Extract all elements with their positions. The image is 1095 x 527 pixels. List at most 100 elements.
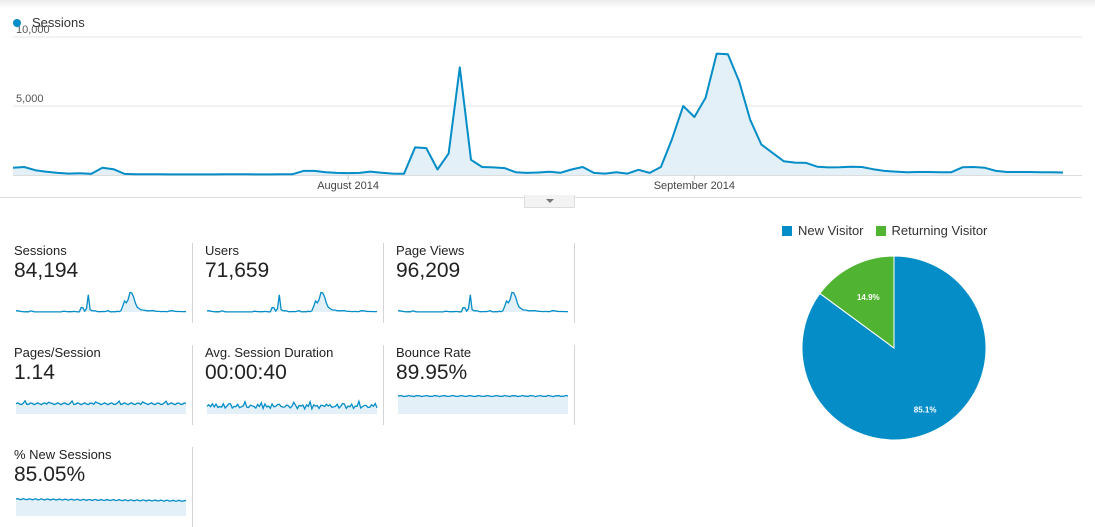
sessions-point[interactable] [223, 172, 228, 177]
sessions-point[interactable] [457, 65, 462, 70]
sessions-point[interactable] [290, 172, 295, 177]
sessions-point[interactable] [804, 160, 809, 165]
chart-collapse-toggle[interactable] [524, 195, 575, 208]
sessions-point[interactable] [681, 104, 686, 109]
sessions-point[interactable] [357, 170, 362, 175]
sessions-point[interactable] [938, 170, 943, 175]
sessions-point[interactable] [524, 170, 529, 175]
sessions-point[interactable] [212, 172, 217, 177]
sessions-point[interactable] [189, 172, 194, 177]
sessions-point[interactable] [536, 170, 541, 175]
sessions-point[interactable] [401, 171, 406, 176]
sessions-point[interactable] [826, 165, 831, 170]
sessions-point[interactable] [491, 165, 496, 170]
sessions-point[interactable] [1027, 169, 1032, 174]
metric-users[interactable]: Users 71,659 [205, 243, 384, 323]
pie-slice-returning-visitor[interactable] [819, 255, 895, 349]
metric-sessions[interactable]: Sessions 84,194 [14, 243, 193, 323]
sessions-point[interactable] [993, 168, 998, 173]
sessions-point[interactable] [178, 172, 183, 177]
sessions-point[interactable] [145, 172, 150, 177]
sessions-point[interactable] [33, 168, 38, 173]
sessions-point[interactable] [167, 172, 172, 177]
sessions-point[interactable] [714, 51, 719, 56]
sessions-point[interactable] [513, 170, 518, 175]
sessions-point[interactable] [312, 168, 317, 173]
sessions-point[interactable] [603, 171, 608, 176]
sessions-point[interactable] [66, 171, 71, 176]
chart-legend[interactable]: Sessions [13, 15, 85, 30]
sessions-point[interactable] [100, 165, 105, 170]
metric-bounce-rate[interactable]: Bounce Rate 89.95% [396, 345, 575, 425]
sessions-point[interactable] [547, 169, 552, 174]
sessions-point[interactable] [658, 164, 663, 169]
sessions-point[interactable] [949, 170, 954, 175]
sessions-point[interactable] [1038, 170, 1043, 175]
pie-legend-returning-visitor[interactable]: Returning Visitor [875, 223, 987, 238]
sessions-point[interactable] [11, 165, 16, 170]
sessions-point[interactable] [569, 167, 574, 172]
sessions-point[interactable] [245, 172, 250, 177]
sessions-point[interactable] [625, 171, 630, 176]
pie-legend-new-visitor[interactable]: New Visitor [782, 223, 864, 238]
sessions-point[interactable] [591, 170, 596, 175]
sessions-point[interactable] [558, 170, 563, 175]
sessions-point[interactable] [256, 172, 261, 177]
sessions-point[interactable] [89, 171, 94, 176]
sessions-point[interactable] [1005, 169, 1010, 174]
sessions-point[interactable] [1049, 170, 1054, 175]
sessions-point[interactable] [156, 172, 161, 177]
sessions-point[interactable] [770, 150, 775, 155]
sessions-point[interactable] [781, 159, 786, 164]
sessions-point[interactable] [759, 142, 764, 147]
sessions-point[interactable] [748, 117, 753, 122]
sessions-chart[interactable]: 10,000 5,000 August 2014 September 2014 [0, 0, 1095, 200]
metric-avg-session-duration[interactable]: Avg. Session Duration 00:00:40 [205, 345, 384, 425]
sessions-point[interactable] [915, 169, 920, 174]
sessions-point[interactable] [848, 164, 853, 169]
metric-page-views[interactable]: Page Views 96,209 [396, 243, 575, 323]
sessions-point[interactable] [982, 165, 987, 170]
sessions-point[interactable] [1061, 170, 1066, 175]
sessions-point[interactable] [424, 146, 429, 151]
sessions-point[interactable] [435, 167, 440, 172]
sessions-point[interactable] [926, 169, 931, 174]
sessions-point[interactable] [111, 167, 116, 172]
sessions-point[interactable] [647, 170, 652, 175]
sessions-point[interactable] [580, 164, 585, 169]
sessions-point[interactable] [882, 168, 887, 173]
sessions-point[interactable] [670, 137, 675, 142]
sessions-point[interactable] [133, 172, 138, 177]
sessions-point[interactable] [893, 169, 898, 174]
sessions-point[interactable] [737, 79, 742, 84]
sessions-point[interactable] [446, 151, 451, 156]
sessions-point[interactable] [234, 172, 239, 177]
sessions-point[interactable] [55, 170, 60, 175]
sessions-point[interactable] [200, 172, 205, 177]
sessions-point[interactable] [614, 170, 619, 175]
sessions-point[interactable] [692, 115, 697, 120]
sessions-point[interactable] [837, 165, 842, 170]
sessions-point[interactable] [413, 145, 418, 150]
sessions-point[interactable] [22, 164, 27, 169]
sessions-point[interactable] [636, 167, 641, 172]
metric-new-sessions-pct[interactable]: % New Sessions 85.05% [14, 447, 193, 527]
sessions-point[interactable] [334, 170, 339, 175]
sessions-point[interactable] [468, 157, 473, 162]
sessions-point[interactable] [792, 160, 797, 165]
sessions-point[interactable] [267, 172, 272, 177]
sessions-point[interactable] [971, 164, 976, 169]
sessions-point[interactable] [904, 170, 909, 175]
sessions-point[interactable] [703, 95, 708, 100]
sessions-point[interactable] [78, 171, 83, 176]
sessions-point[interactable] [480, 164, 485, 169]
sessions-point[interactable] [859, 164, 864, 169]
sessions-point[interactable] [725, 52, 730, 57]
sessions-point[interactable] [960, 165, 965, 170]
sessions-point[interactable] [815, 164, 820, 169]
sessions-point[interactable] [323, 170, 328, 175]
sessions-point[interactable] [368, 169, 373, 174]
sessions-point[interactable] [871, 167, 876, 172]
sessions-point[interactable] [390, 171, 395, 176]
sessions-point[interactable] [502, 166, 507, 171]
